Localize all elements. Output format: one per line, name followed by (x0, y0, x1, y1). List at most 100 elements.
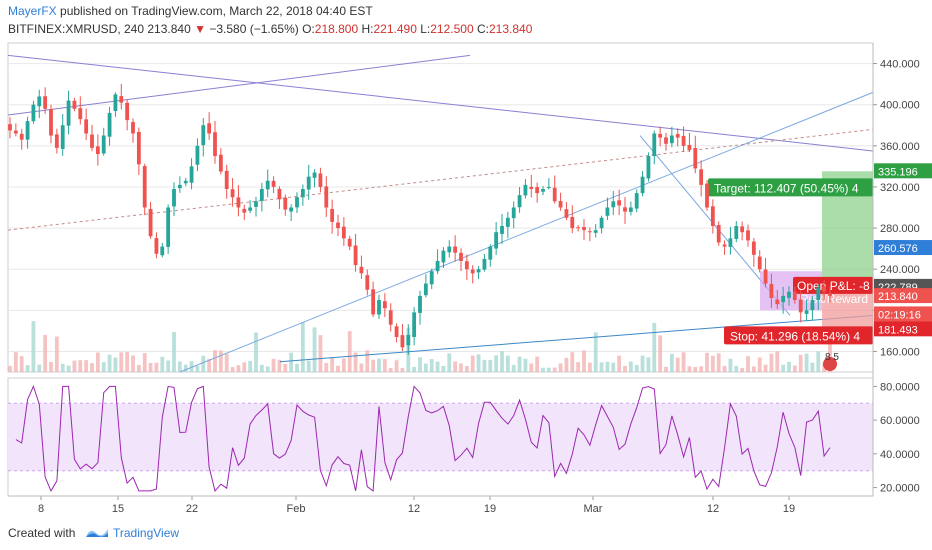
volume-bar (628, 361, 633, 372)
candle (693, 135, 698, 174)
candle (505, 211, 510, 239)
price-candles (8, 83, 832, 356)
candle (78, 96, 83, 125)
symbol: BITFINEX:XMRUSD, 240 (8, 22, 145, 36)
volume-bar (336, 365, 340, 372)
tradingview-logo-icon[interactable] (84, 524, 110, 540)
volume-bar (259, 364, 264, 372)
publish-info: MayerFX published on TradingView.com, Ma… (8, 4, 373, 18)
volume-bar (177, 361, 182, 372)
volume-bar (541, 367, 545, 372)
volume-bar (611, 362, 616, 372)
candle (464, 254, 469, 281)
tradingview-brand-link[interactable]: TradingView (113, 526, 180, 540)
price-pane-frame (7, 42, 874, 373)
candle (201, 118, 206, 157)
candle (101, 127, 106, 156)
volume-bar (37, 364, 42, 372)
candle (107, 106, 112, 146)
volume-bar (107, 354, 112, 372)
candle (160, 242, 165, 258)
volume-bar (523, 358, 528, 372)
candle (535, 182, 540, 203)
candle (148, 201, 153, 239)
volume-bar (564, 357, 569, 372)
candle (699, 160, 704, 197)
volume-bar (488, 360, 493, 372)
candle (254, 196, 258, 217)
volume-bar (441, 365, 446, 372)
volume-bar (148, 362, 153, 372)
events-flag-icon[interactable] (823, 357, 837, 371)
volume-bar (277, 359, 282, 372)
candle (728, 227, 733, 255)
candle (66, 90, 71, 135)
candle (435, 249, 440, 275)
volume-bar (142, 353, 147, 372)
volume-bar (705, 352, 709, 372)
candle (54, 128, 59, 154)
symbol-line: BITFINEX:XMRUSD, 240 213.840 ▼ −3.580 (−… (8, 22, 532, 36)
candle (271, 176, 276, 194)
time-tick-label: Mar (584, 503, 603, 515)
trend-line[interactable] (7, 54, 874, 152)
candle (359, 255, 364, 279)
volume-bar (570, 352, 575, 372)
volume-bar (798, 354, 803, 372)
price-labels: 335.196260.576222.789213.84002:19:16181.… (874, 163, 932, 337)
high-value: 221.490 (373, 22, 417, 36)
volume-bar (236, 365, 241, 372)
time-tick-label: Feb (287, 503, 306, 515)
candle (681, 126, 686, 152)
candle (541, 185, 545, 196)
volume-bar (500, 351, 504, 372)
trend-line[interactable] (279, 314, 874, 363)
candle (652, 130, 657, 165)
rsi-line (15, 385, 831, 493)
candle (546, 178, 551, 190)
price-label: 335.196 (878, 166, 918, 178)
volume-bar (324, 363, 329, 372)
candle (60, 114, 65, 156)
trend-line[interactable] (179, 91, 874, 373)
price-label-bg (874, 240, 932, 256)
candle (125, 99, 130, 131)
open-label: O: (302, 22, 315, 36)
volume-bar (119, 352, 124, 372)
candle (218, 148, 223, 175)
volume-bar (693, 366, 698, 372)
candle (371, 281, 376, 318)
volume-bar (295, 363, 299, 372)
candle (816, 284, 821, 310)
candle (90, 124, 94, 152)
volume-bar (189, 361, 194, 372)
candle (570, 205, 575, 234)
candle (300, 184, 305, 206)
candle (582, 218, 586, 241)
volume-bar (734, 365, 739, 372)
volume-bar (254, 332, 258, 372)
price-label-bg (874, 288, 932, 304)
candle (634, 189, 639, 213)
candle (242, 204, 247, 221)
candle (476, 266, 481, 280)
volume-bar (429, 359, 434, 372)
volume-bar (558, 363, 563, 372)
candle (394, 323, 399, 343)
trend-line[interactable] (7, 54, 471, 116)
volume-bar (271, 358, 276, 372)
price-label-bg (874, 163, 932, 179)
volume-bar (716, 353, 721, 372)
candle (213, 120, 217, 164)
candle (769, 273, 774, 308)
price-label: 181.493 (878, 324, 918, 336)
time-tick-label: 8 (38, 503, 44, 515)
volume-bar (652, 322, 657, 372)
volume-bar (476, 354, 481, 372)
author-link[interactable]: MayerFX (8, 4, 57, 18)
open-pnl-bg (793, 276, 873, 294)
volume-bar (464, 366, 469, 372)
volume-bar (646, 357, 651, 372)
candle (324, 176, 329, 217)
volume-bar (49, 362, 53, 372)
